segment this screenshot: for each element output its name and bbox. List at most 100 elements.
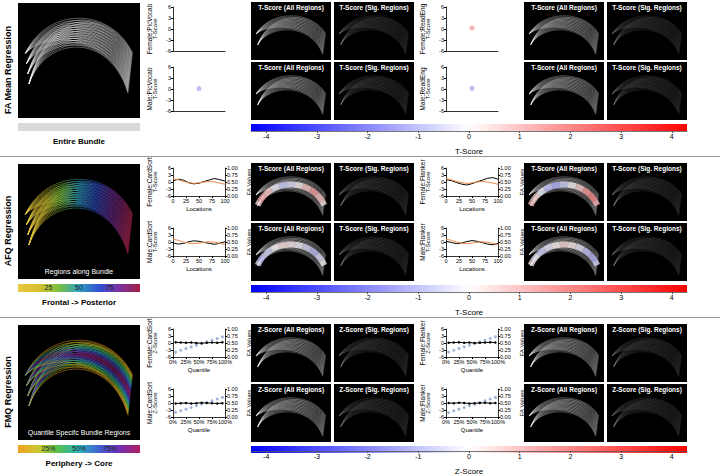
svg-text:-6: -6	[166, 193, 171, 199]
svg-text:Entire Bundle: Entire Bundle	[53, 137, 106, 146]
svg-text:6: 6	[168, 225, 171, 231]
svg-text:50: 50	[196, 258, 202, 264]
svg-text:0.75: 0.75	[500, 232, 511, 238]
svg-text:6: 6	[441, 225, 444, 231]
svg-text:T-Score: T-Score	[152, 171, 158, 193]
svg-text:50: 50	[75, 284, 83, 291]
svg-text:Quantile: Quantile	[461, 367, 484, 373]
svg-text:75%: 75%	[479, 359, 490, 365]
svg-text:-3: -3	[166, 97, 171, 103]
svg-text:50%: 50%	[193, 359, 204, 365]
svg-text:-3: -3	[314, 133, 320, 140]
svg-text:Locations: Locations	[186, 266, 212, 272]
svg-text:25%: 25%	[180, 419, 191, 425]
svg-text:0: 0	[171, 198, 174, 204]
svg-text:Locations: Locations	[186, 206, 212, 212]
svg-text:Female:Flanker: Female:Flanker	[419, 159, 426, 205]
svg-text:3: 3	[441, 15, 444, 21]
svg-text:6: 6	[168, 4, 171, 10]
svg-text:0%: 0%	[442, 359, 450, 365]
svg-text:1.00: 1.00	[227, 225, 238, 231]
svg-text:Z-Score (All Regions): Z-Score (All Regions)	[258, 326, 324, 334]
svg-text:6: 6	[441, 165, 444, 171]
svg-text:0.25: 0.25	[227, 246, 238, 252]
svg-text:0.25: 0.25	[500, 246, 511, 252]
svg-text:Z-Score: Z-Score	[455, 467, 484, 476]
svg-text:Z-Score (All Regions): Z-Score (All Regions)	[531, 386, 597, 394]
svg-text:25%: 25%	[41, 445, 55, 452]
svg-text:Quantile Specifc Bundle Region: Quantile Specifc Bundle Regions	[28, 429, 131, 437]
svg-text:0.25: 0.25	[500, 347, 511, 353]
svg-text:T-Score: T-Score	[425, 171, 431, 193]
svg-text:25: 25	[456, 198, 462, 204]
svg-text:3: 3	[619, 133, 623, 140]
svg-text:0%: 0%	[169, 359, 177, 365]
svg-text:100: 100	[220, 258, 229, 264]
svg-text:0: 0	[441, 340, 444, 346]
svg-text:AFQ Regression: AFQ Regression	[3, 196, 13, 267]
svg-text:0.50: 0.50	[500, 239, 511, 245]
svg-text:0: 0	[467, 133, 471, 140]
svg-text:0.50: 0.50	[500, 179, 511, 185]
svg-text:-6: -6	[166, 48, 171, 54]
svg-text:75%: 75%	[102, 445, 116, 452]
svg-text:3: 3	[441, 393, 444, 399]
svg-text:6: 6	[441, 64, 444, 70]
svg-text:-1: -1	[415, 453, 421, 460]
svg-text:75%: 75%	[479, 419, 490, 425]
svg-text:-3: -3	[166, 347, 171, 353]
svg-text:Z-Score (Sig. Regions): Z-Score (Sig. Regions)	[339, 326, 409, 334]
svg-text:50%: 50%	[466, 419, 477, 425]
svg-text:-1: -1	[415, 294, 421, 301]
svg-text:6: 6	[168, 165, 171, 171]
svg-text:-3: -3	[166, 186, 171, 192]
svg-text:25: 25	[45, 284, 53, 291]
svg-text:0.75: 0.75	[227, 393, 238, 399]
svg-text:T-Score (All Regions): T-Score (All Regions)	[258, 4, 324, 12]
svg-text:Female:Flanker: Female:Flanker	[419, 320, 426, 366]
svg-text:6: 6	[441, 4, 444, 10]
svg-text:-6: -6	[166, 108, 171, 114]
svg-text:-4: -4	[263, 294, 269, 301]
svg-text:25%: 25%	[180, 359, 191, 365]
svg-text:3: 3	[619, 294, 623, 301]
svg-text:Female:PicVocab: Female:PicVocab	[146, 3, 153, 54]
svg-text:3: 3	[441, 232, 444, 238]
svg-text:Z-Score: Z-Score	[425, 332, 431, 354]
svg-text:0%: 0%	[442, 419, 450, 425]
svg-text:0: 0	[444, 258, 447, 264]
svg-text:-3: -3	[439, 186, 444, 192]
svg-text:0: 0	[168, 26, 171, 32]
svg-text:50%: 50%	[466, 359, 477, 365]
svg-text:0: 0	[441, 86, 444, 92]
svg-text:25%: 25%	[453, 419, 464, 425]
svg-text:6: 6	[441, 386, 444, 392]
svg-text:0: 0	[467, 294, 471, 301]
svg-text:Z-Score (All Regions): Z-Score (All Regions)	[258, 386, 324, 394]
svg-text:Z-Score (Sig. Regions): Z-Score (Sig. Regions)	[612, 386, 682, 394]
svg-text:Z-Score: Z-Score	[152, 332, 158, 354]
svg-text:-3: -3	[314, 453, 320, 460]
svg-text:Regions along Bundle: Regions along Bundle	[45, 268, 114, 276]
svg-text:Male:Flanker: Male:Flanker	[419, 383, 426, 421]
svg-text:Z-Score: Z-Score	[152, 392, 158, 414]
svg-text:4: 4	[670, 453, 674, 460]
svg-text:0: 0	[467, 453, 471, 460]
svg-text:T-Score (All Regions): T-Score (All Regions)	[531, 4, 597, 12]
svg-text:Z-Score (Sig. Regions): Z-Score (Sig. Regions)	[339, 386, 409, 394]
svg-text:1.00: 1.00	[227, 386, 238, 392]
svg-text:-3: -3	[166, 246, 171, 252]
svg-text:100%: 100%	[218, 359, 232, 365]
svg-text:T-Score (Sig. Regions): T-Score (Sig. Regions)	[612, 225, 681, 233]
svg-text:100: 100	[220, 198, 229, 204]
svg-text:25%: 25%	[453, 359, 464, 365]
svg-text:0: 0	[444, 198, 447, 204]
svg-text:50%: 50%	[193, 419, 204, 425]
svg-text:-6: -6	[439, 108, 444, 114]
svg-text:100: 100	[493, 258, 502, 264]
svg-text:0.50: 0.50	[500, 340, 511, 346]
svg-text:-2: -2	[364, 294, 370, 301]
svg-text:50: 50	[469, 198, 475, 204]
svg-text:T-Score: T-Score	[425, 18, 431, 40]
svg-text:4: 4	[670, 294, 674, 301]
